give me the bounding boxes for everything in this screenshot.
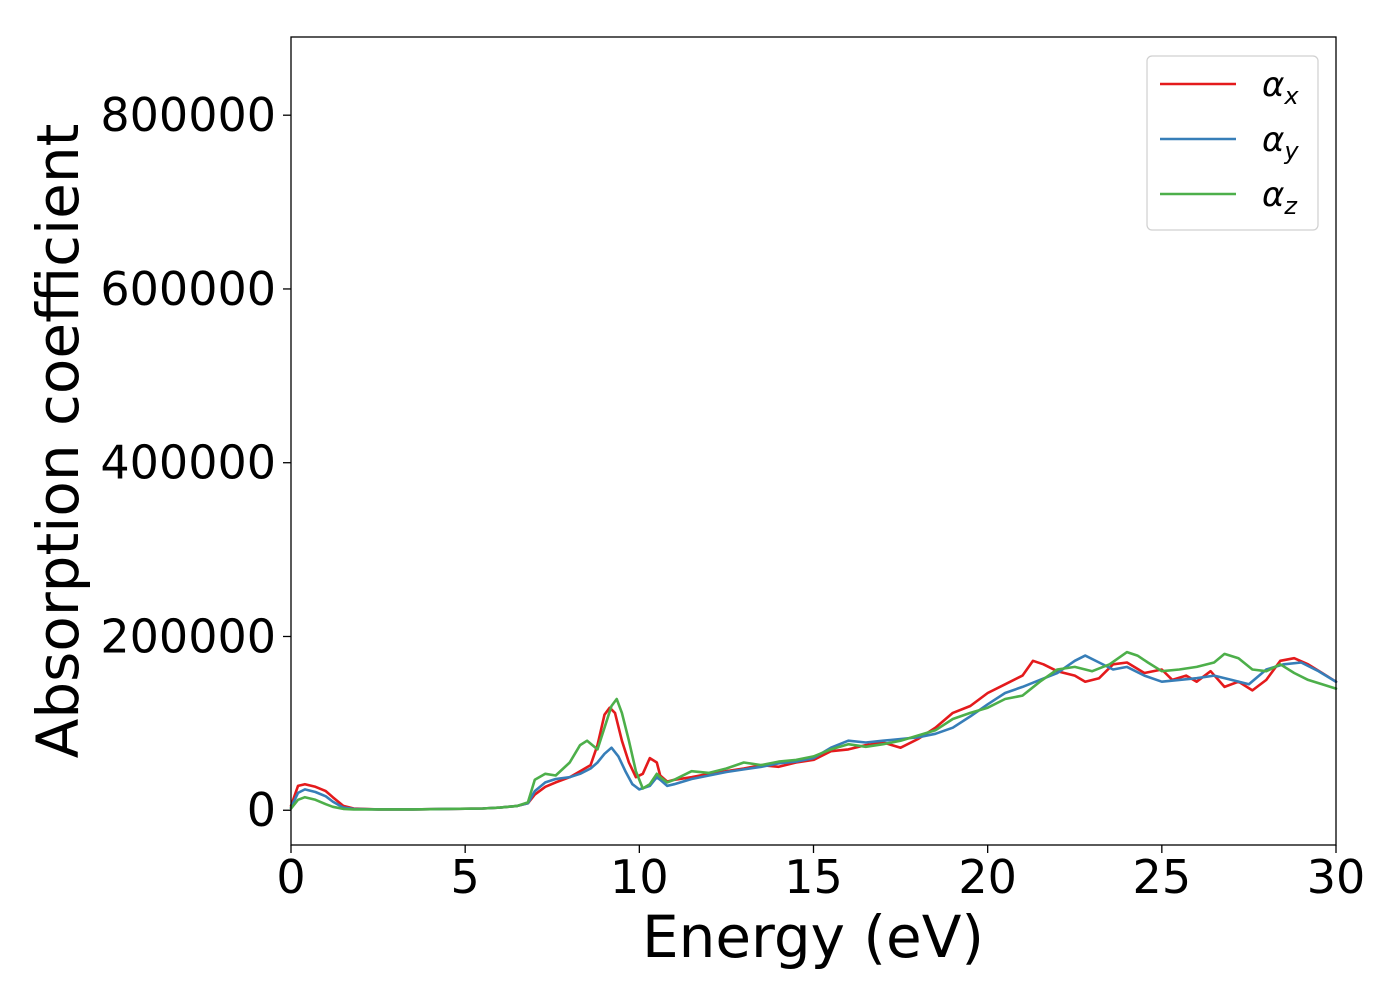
x-tick-label: 20 [958, 850, 1017, 904]
legend-label-main: α [1262, 175, 1284, 215]
x-tick-label: 15 [784, 850, 843, 904]
series-line-y [289, 654, 1338, 811]
x-axis-ticks: 0 5 10 15 20 25 30 [276, 845, 1365, 904]
x-tick-label: 10 [610, 850, 669, 904]
x-tick-label: 0 [276, 850, 305, 904]
y-tick-label: 800000 [100, 88, 276, 142]
legend-label-sub: y [1283, 137, 1299, 165]
legend-label-main: α [1262, 120, 1284, 160]
x-tick-label: 5 [451, 850, 480, 904]
x-tick-label: 25 [1133, 850, 1192, 904]
legend-box [1146, 55, 1319, 231]
y-tick-label: 200000 [100, 609, 276, 663]
legend-label-z: αz [1262, 175, 1298, 220]
legend-label-x: αx [1262, 65, 1299, 110]
legend-label-sub: x [1283, 82, 1299, 110]
y-tick-label: 600000 [100, 262, 276, 316]
legend-label-sub: z [1283, 192, 1298, 220]
x-axis-title: Energy (eV) [642, 903, 984, 971]
y-axis-title: Absorption coefficient [24, 124, 92, 759]
series-line-z [289, 650, 1338, 811]
y-tick-label: 0 [247, 783, 276, 837]
x-tick-label: 30 [1307, 850, 1366, 904]
plot-lines [289, 650, 1338, 811]
y-axis-ticks: 0 200000 400000 600000 800000 [100, 88, 291, 837]
y-tick-label: 400000 [100, 436, 276, 490]
legend-label-main: α [1262, 65, 1284, 105]
legend-label-y: αy [1262, 120, 1299, 165]
